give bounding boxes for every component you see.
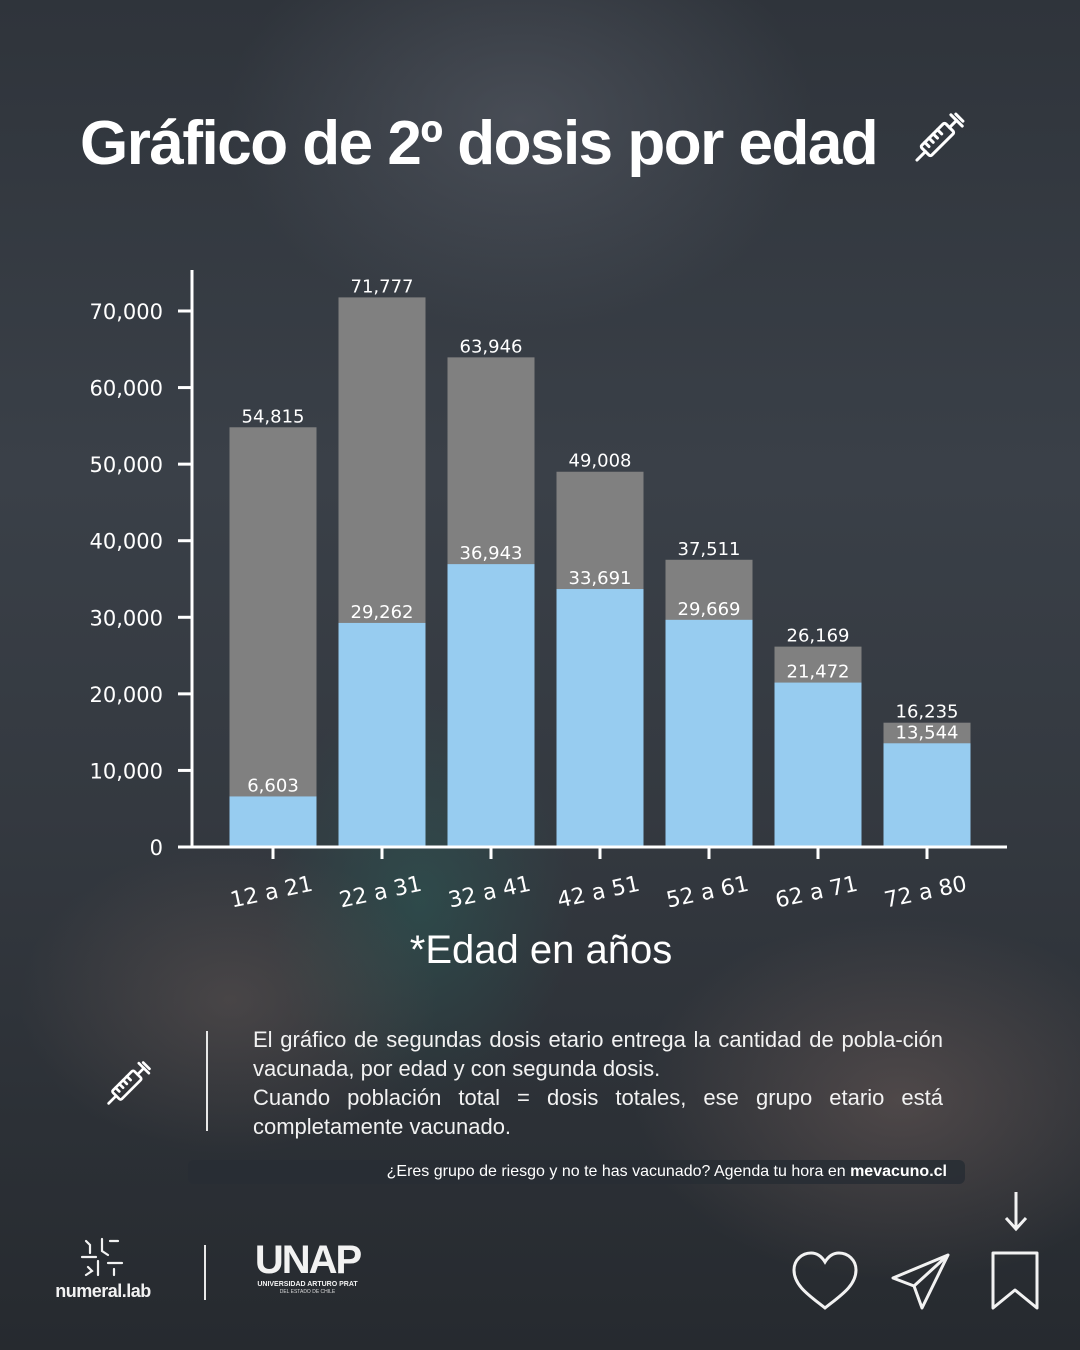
data-label-second-dose: 29,669	[678, 599, 741, 620]
bar-second-dose	[665, 619, 753, 847]
page-title: Gráfico de 2º dosis por edad	[80, 109, 879, 178]
bar-total	[229, 427, 317, 847]
x-tick-label: 72 a 80	[882, 872, 969, 914]
unap-logo-text: UNAP	[254, 1238, 362, 1282]
data-label-total: 71,777	[351, 276, 414, 297]
data-label-second-dose: 29,262	[351, 602, 414, 623]
bar-second-dose	[556, 589, 644, 847]
data-label-total: 37,511	[678, 539, 741, 560]
y-tick-label: 10,000	[90, 759, 163, 783]
heart-icon[interactable]	[790, 1250, 860, 1312]
bar-second-dose	[338, 622, 426, 847]
description-paragraph-2: Cuando población total = dosis totales, …	[253, 1085, 943, 1139]
data-label-total: 63,946	[460, 336, 523, 357]
data-label-total: 54,815	[242, 406, 305, 427]
x-tick-label: 42 a 51	[555, 872, 642, 914]
data-label-total: 16,235	[896, 702, 959, 723]
syringe-icon	[107, 1061, 151, 1105]
bar-second-dose	[883, 743, 971, 847]
y-tick-label: 70,000	[90, 300, 163, 324]
unap-logo-subtitle: UNIVERSIDAD ARTURO PRAT	[257, 1281, 358, 1288]
bar-second-dose	[447, 564, 535, 847]
cta-banner: ¿Eres grupo de riesgo y no te has vacuna…	[188, 1160, 965, 1184]
bookmark-icon[interactable]	[990, 1250, 1040, 1312]
y-tick-label: 20,000	[90, 683, 163, 707]
numeral-logo-text: numeral.lab	[55, 1281, 151, 1301]
data-label-second-dose: 21,472	[787, 662, 850, 683]
y-tick-label: 60,000	[90, 377, 163, 401]
cta-link[interactable]: mevacuno.cl	[850, 1163, 947, 1180]
cta-text: ¿Eres grupo de riesgo y no te has vacuna…	[386, 1163, 851, 1180]
data-label-second-dose: 33,691	[569, 568, 632, 589]
x-tick-label: 52 a 61	[664, 872, 751, 914]
unap-logo: UNAP UNIVERSIDAD ARTURO PRAT DEL ESTADO …	[250, 1240, 365, 1300]
data-label-total: 49,008	[569, 451, 632, 472]
data-label-total: 26,169	[787, 626, 850, 647]
bar-chart: 54,815 6,603 12 a 21 71,777 29,262 22 a 31 63,…	[90, 276, 971, 914]
divider	[204, 1245, 206, 1300]
description-paragraph-1: El gráfico de segundas dosis etario entr…	[253, 1027, 943, 1081]
x-tick-label: 32 a 41	[446, 872, 533, 914]
send-icon[interactable]	[890, 1252, 952, 1312]
bar-second-dose	[774, 682, 862, 847]
arrow-down-icon[interactable]	[1002, 1190, 1030, 1232]
y-tick-label: 50,000	[90, 453, 163, 477]
x-axis-label: *Edad en años	[409, 928, 673, 972]
y-tick-label: 40,000	[90, 530, 163, 554]
description-block: El gráfico de segundas dosis etario entr…	[0, 1025, 1080, 1145]
y-tick-label: 0	[150, 836, 163, 860]
divider	[206, 1031, 208, 1131]
syringe-icon	[915, 112, 965, 162]
data-label-second-dose: 13,544	[896, 722, 959, 743]
data-label-second-dose: 36,943	[460, 543, 523, 564]
description-text: El gráfico de segundas dosis etario entr…	[253, 1025, 943, 1141]
x-tick-label: 22 a 31	[337, 872, 424, 914]
x-tick-label: 62 a 71	[773, 872, 860, 914]
numeral-lab-logo: numeral.lab	[48, 1235, 158, 1305]
data-label-second-dose: 6,603	[247, 775, 299, 796]
numeral-logo-icon	[80, 1237, 124, 1277]
x-tick-label: 12 a 21	[228, 872, 315, 914]
y-tick-label: 30,000	[90, 606, 163, 630]
unap-logo-subtitle-2: DEL ESTADO DE CHILE	[279, 1289, 336, 1295]
bar-second-dose	[229, 796, 317, 847]
